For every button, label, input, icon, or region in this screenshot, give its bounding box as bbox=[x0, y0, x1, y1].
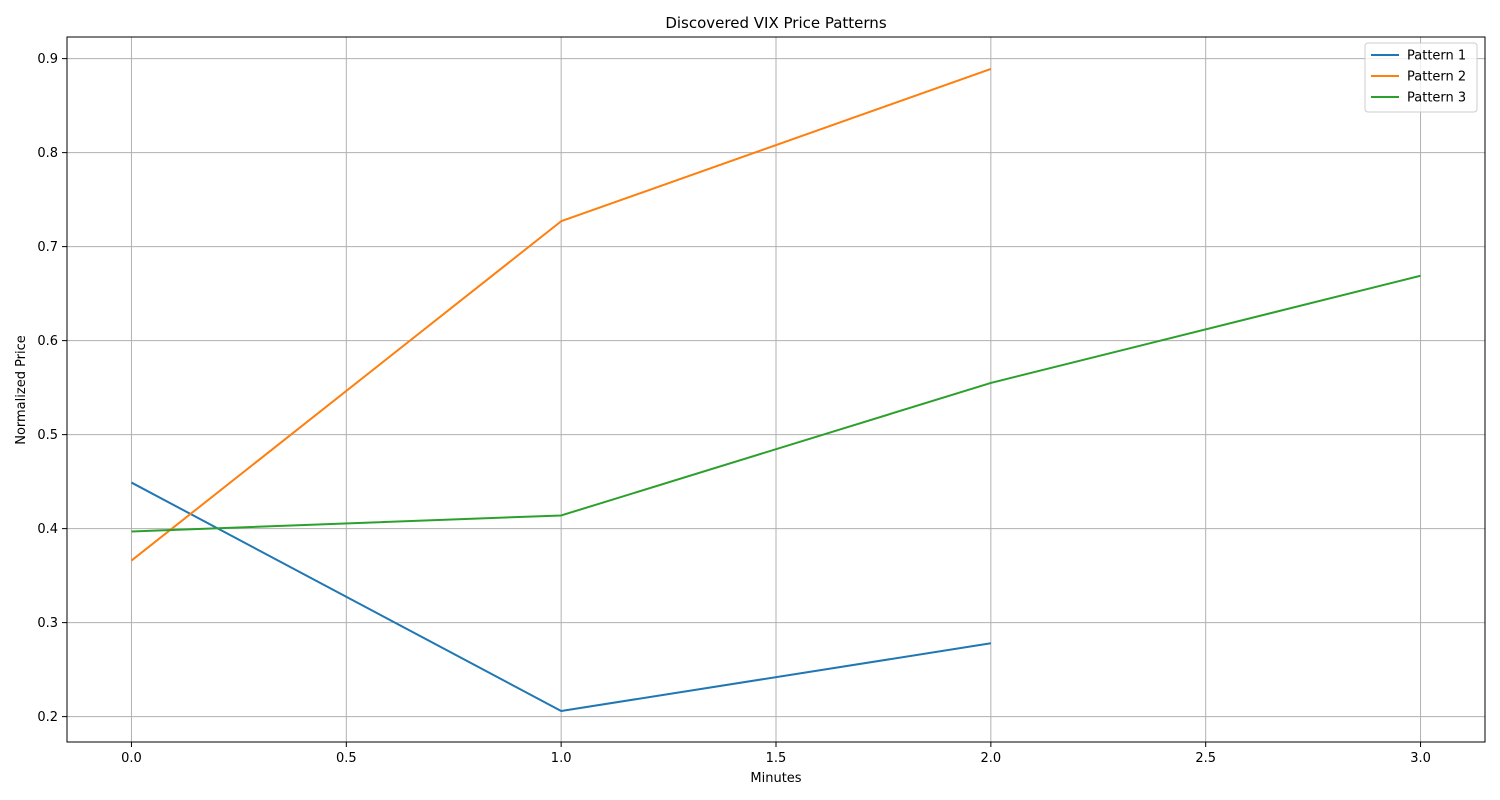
y-tick-label: 0.2 bbox=[37, 710, 58, 725]
series-line-pattern-1 bbox=[130, 481, 992, 712]
y-tick-label: 0.4 bbox=[37, 522, 58, 537]
y-tick-label: 0.5 bbox=[37, 428, 58, 443]
series-layer bbox=[130, 68, 1421, 712]
legend: Pattern 1 Pattern 2 Pattern 3 bbox=[1364, 42, 1478, 113]
y-axis-label: Normalized Price bbox=[14, 335, 29, 445]
x-tick-label: 0.5 bbox=[336, 751, 357, 766]
x-axis-label: Minutes bbox=[750, 771, 801, 786]
legend-label-pattern-2: Pattern 2 bbox=[1407, 70, 1466, 85]
y-tick-label: 0.7 bbox=[37, 240, 58, 255]
x-tick-label: 0.0 bbox=[121, 751, 142, 766]
ticks: 0.0 0.5 1.0 1.5 2.0 2.5 3.0 0.2 0.3 0.4 0.5 0.6 0.7 0… bbox=[37, 52, 1431, 766]
grid bbox=[67, 37, 1485, 742]
legend-label-pattern-3: Pattern 3 bbox=[1407, 91, 1466, 106]
y-tick-label: 0.8 bbox=[37, 146, 58, 161]
series-line-pattern-3 bbox=[131, 274, 1421, 533]
y-tick-label: 0.3 bbox=[37, 616, 58, 631]
chart-title: Discovered VIX Price Patterns bbox=[665, 14, 886, 32]
x-tick-label: 2.5 bbox=[1195, 751, 1216, 766]
x-tick-label: 1.5 bbox=[766, 751, 787, 766]
y-tick-label: 0.6 bbox=[37, 334, 58, 349]
y-tick-label: 0.9 bbox=[37, 52, 58, 67]
x-tick-label: 1.0 bbox=[551, 751, 572, 766]
x-tick-label: 3.0 bbox=[1410, 751, 1431, 766]
x-tick-label: 2.0 bbox=[981, 751, 1002, 766]
legend-box bbox=[1364, 42, 1478, 113]
legend-label-pattern-1: Pattern 1 bbox=[1407, 49, 1466, 64]
series-line-pattern-2 bbox=[130, 68, 992, 562]
